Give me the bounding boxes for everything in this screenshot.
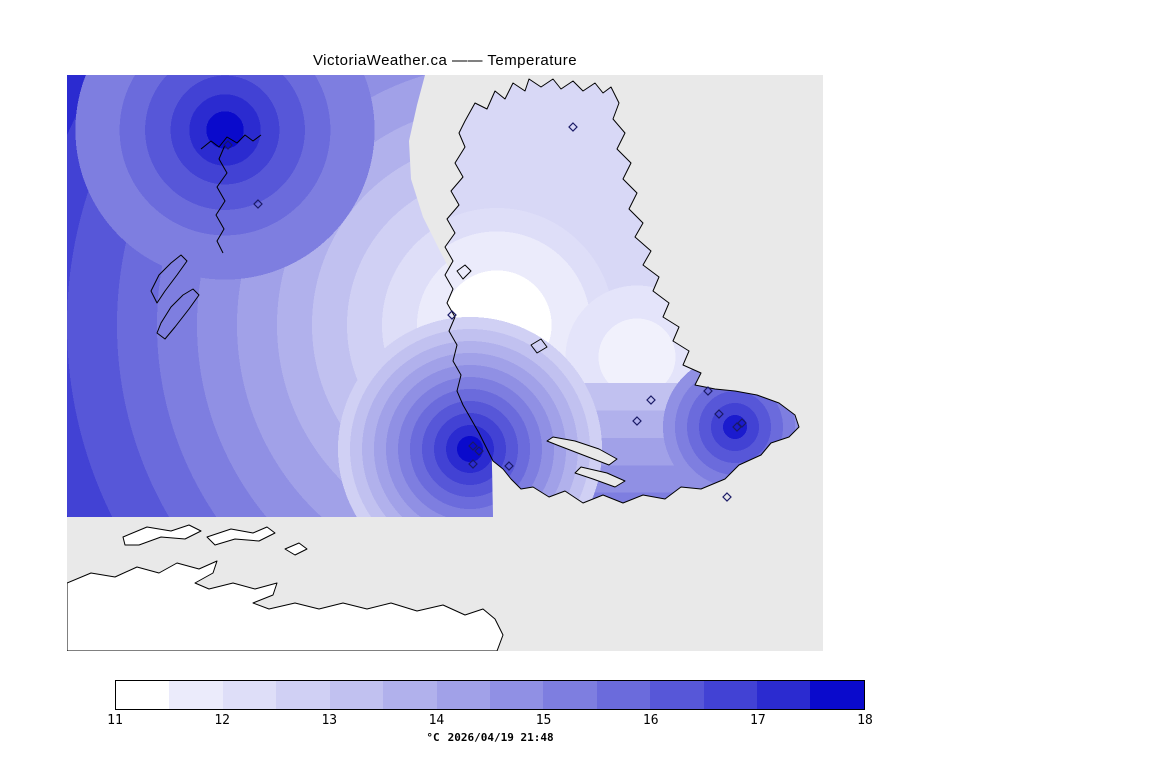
colorbar-segment: [222, 681, 277, 709]
page-title: VictoriaWeather.ca —— Temperature: [312, 52, 578, 69]
island-west-1: [150, 254, 188, 304]
colorbar-segment: [383, 681, 437, 709]
south-island-1: [122, 524, 202, 546]
colorbar-segment: [703, 681, 758, 709]
station-marker: [703, 386, 713, 396]
colorbar: 11 12 13 14 15 16 17 18 °C 2026/04/19 21:48: [107, 680, 873, 744]
station-marker: [223, 140, 233, 150]
colorbar-tick-label: 15: [535, 713, 552, 728]
northwest-inlet-detail: [215, 144, 228, 254]
colorbar-tick-label: 12: [214, 713, 230, 728]
temperature-map: [66, 75, 823, 652]
station-marker: [447, 310, 457, 320]
coastlines: [150, 78, 800, 504]
station-marker: [714, 409, 724, 419]
island-small-1: [456, 264, 472, 280]
station-marker: [568, 122, 578, 132]
colorbar-segment: [489, 681, 544, 709]
temperature-map-svg: [66, 75, 823, 652]
colorbar-segment: [116, 681, 170, 709]
station-marker: [632, 416, 642, 426]
station-marker: [468, 459, 478, 469]
station-marker: [253, 199, 263, 209]
south-landmass: [66, 560, 504, 652]
warm-maximum-northwest: [67, 75, 395, 300]
island-small-2: [530, 338, 548, 354]
station-marker: [732, 422, 742, 432]
station-marker: [468, 441, 478, 451]
station-marker: [474, 446, 484, 456]
island-west-2: [156, 288, 200, 340]
timestamp: 2026/04/19 21:48: [447, 731, 554, 744]
no-data-land: [66, 524, 504, 652]
station-marker: [646, 395, 656, 405]
colorbar-segment: [596, 681, 651, 709]
peninsula-coastline: [444, 78, 800, 504]
station-marker: [722, 492, 732, 502]
warm-maximum-south: [330, 309, 493, 517]
south-island-2: [206, 526, 276, 546]
south-island-3: [284, 542, 308, 556]
colorbar-tick-label: 17: [750, 713, 766, 728]
colorbar-segment: [810, 681, 864, 709]
colorbar-ticks: 11 12 13 14 15 16 17 18: [107, 713, 873, 729]
colorbar-tick-label: 18: [857, 713, 873, 728]
harbour-channel-1: [546, 436, 618, 466]
colorbar-gradient: [115, 680, 865, 710]
colorbar-tick-label: 13: [321, 713, 338, 728]
harbour-channels: [546, 436, 626, 488]
colorbar-segment: [329, 681, 384, 709]
station-marker: [504, 461, 514, 471]
colorbar-segment: [650, 681, 704, 709]
northwest-coast-detail: [200, 134, 262, 150]
colorbar-tick-label: 16: [642, 713, 659, 728]
colorbar-segment: [543, 681, 597, 709]
station-marker: [737, 418, 747, 428]
harbour-channel-2: [574, 466, 626, 488]
station-markers: [223, 122, 747, 502]
colorbar-tick-label: 11: [107, 713, 123, 728]
colorbar-segment: [757, 681, 811, 709]
colorbar-tick-label: 14: [428, 713, 445, 728]
colorbar-caption: °C 2026/04/19 21:48: [115, 731, 865, 744]
colorbar-segment: [169, 681, 223, 709]
unit-label: °C: [426, 731, 440, 744]
colorbar-segment: [276, 681, 330, 709]
colorbar-segment: [436, 681, 490, 709]
